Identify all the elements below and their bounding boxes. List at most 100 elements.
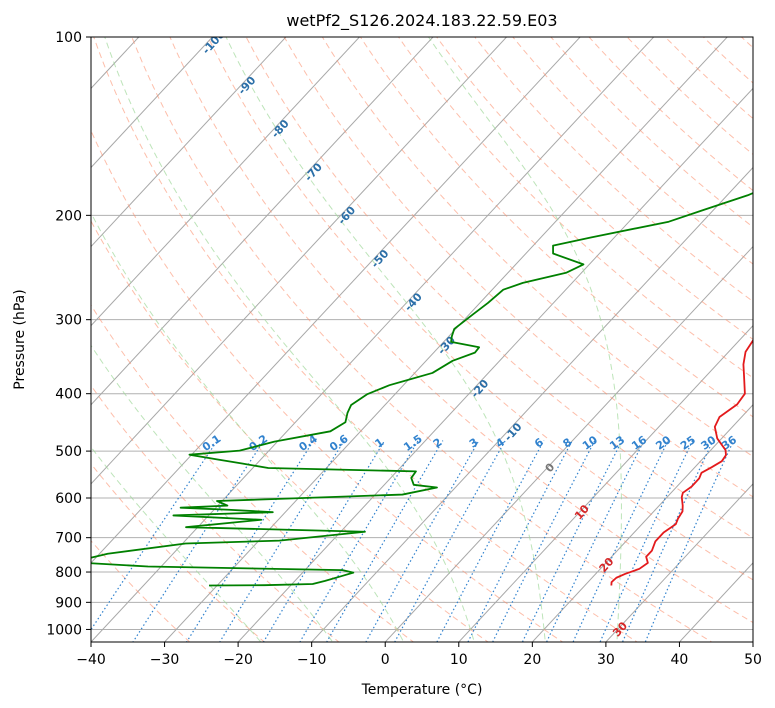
y-tick-label: 300: [55, 313, 82, 329]
y-tick-label: 800: [55, 565, 82, 581]
dry-adiabat: [91, 304, 415, 642]
moist-adiabat: [91, 344, 334, 642]
mixing-ratio-line: [394, 440, 506, 642]
isotherm-gridline: [0, 24, 4, 649]
isotherm-gridline: [752, 641, 753, 642]
dry-adiabat: [207, 37, 753, 581]
chart-title: wetPf2_S126.2024.183.22.59.E03: [286, 11, 557, 31]
plot-frame: [90, 36, 754, 643]
dry-adiabat: [91, 220, 489, 642]
isotherm-gridline: [310, 166, 753, 642]
isotherm-gridline: [458, 324, 753, 642]
isotherm-label: -10: [502, 420, 525, 444]
x-tick-label: 20: [523, 652, 541, 668]
isotherm-gridline: [91, 37, 655, 642]
y-tick-label: 100: [55, 30, 82, 46]
mixing-ratio-label: 2: [431, 436, 445, 451]
mixing-ratio-label: 20: [653, 433, 673, 453]
dry-adiabat: [321, 37, 753, 458]
dry-adiabat: [245, 37, 753, 539]
mixing-ratio-label: 30: [698, 433, 718, 453]
y-tick-label: 200: [55, 208, 82, 224]
y-axis: 1000 900 800 700 600 500 400 300 200 100: [46, 30, 91, 638]
dry-adiabat: [91, 462, 266, 642]
moist-adiabat: [91, 446, 262, 642]
dry-adiabat: [664, 37, 753, 120]
isotherm-gridline: [91, 37, 581, 564]
isotherm-label: -30: [435, 333, 458, 357]
mixing-ratio-line: [644, 440, 735, 642]
isotherm-gridline: [91, 37, 214, 169]
mixing-ratio-label: 6: [532, 435, 546, 450]
y-tick-label: 600: [55, 491, 82, 507]
mixing-ratio-label: 1: [373, 436, 387, 451]
dry-adiabat: [550, 37, 753, 228]
x-tick-label: −20: [223, 652, 253, 668]
y-tick-label: 1000: [46, 622, 82, 638]
isotherm-gridline: [531, 404, 753, 642]
isotherm-label: -50: [369, 247, 392, 271]
isotherm-label: -90: [236, 74, 259, 98]
moist-adiabat: [427, 37, 622, 642]
mixing-ratio-label: 25: [678, 433, 698, 452]
isotherm-gridline: [163, 37, 728, 642]
dry-adiabat: [131, 37, 713, 642]
x-axis: −40 −30 −20 −10 0 10 20 30 40 50: [76, 642, 762, 668]
mixing-ratio-line: [91, 440, 218, 631]
y-axis-label: Pressure (hPa): [12, 289, 28, 389]
mixing-ratio-line: [491, 440, 596, 642]
isotherm-label: -100: [200, 27, 228, 56]
isotherm-label: 40: [628, 679, 648, 699]
mixing-ratio-line: [326, 440, 444, 642]
x-tick-label: −40: [76, 652, 106, 668]
x-tick-label: 30: [597, 652, 615, 668]
mixing-ratio-line: [365, 440, 480, 642]
mixing-ratio-line: [599, 440, 694, 642]
moist-adiabat: [225, 37, 546, 642]
y-tick-label: 500: [55, 444, 82, 460]
x-tick-label: 0: [381, 652, 390, 668]
mixing-ratio-label: 3: [467, 436, 481, 451]
isotherm-gridline: [384, 245, 753, 642]
dry-adiabat: [93, 37, 639, 642]
x-tick-label: 50: [744, 652, 762, 668]
y-tick-label: 700: [55, 531, 82, 547]
temperature-profile-line: [610, 338, 753, 586]
x-tick-label: 40: [671, 652, 689, 668]
dry-adiabat: [702, 37, 753, 84]
dry-adiabat: [283, 37, 753, 498]
dry-adiabat: [436, 37, 753, 340]
mixing-ratio-line: [545, 440, 645, 642]
x-tick-label: −30: [150, 652, 180, 668]
isotherm-gridline: [91, 37, 287, 248]
mixing-ratio-line: [299, 440, 419, 642]
x-tick-label: 10: [450, 652, 468, 668]
dry-adiabat: [91, 384, 340, 642]
moist-adiabat: [91, 211, 405, 642]
dewpoint-profile-line: [91, 192, 753, 587]
dry-adiabat: [512, 37, 753, 265]
x-axis-label: Temperature (°C): [361, 682, 483, 698]
isotherm-label: -20: [468, 377, 491, 401]
isotherm-label: -80: [269, 117, 292, 141]
y-tick-label: 400: [55, 387, 82, 403]
isotherm-gridline: [91, 37, 434, 406]
mixing-ratio-line: [572, 440, 669, 642]
mixing-ratio-label: 8: [561, 436, 575, 451]
y-tick-label: 900: [55, 595, 82, 611]
mixing-ratio-label: 10: [580, 433, 600, 453]
x-tick-label: −10: [297, 652, 327, 668]
mixing-ratio-line: [436, 440, 545, 642]
dry-adiabat: [91, 540, 191, 642]
isotherm-label-zero: 0: [543, 460, 558, 475]
isotherm-label: -70: [302, 160, 325, 184]
isotherm-gridline: [605, 483, 753, 642]
dry-adiabat: [91, 129, 564, 642]
dry-adiabat: [397, 37, 753, 379]
mixing-ratio-line: [219, 440, 345, 642]
mixing-ratio-label: 13: [607, 433, 627, 452]
isotherm-gridline: [91, 37, 508, 485]
mixing-ratio-line: [621, 440, 714, 642]
isotherm-label: 30: [610, 619, 630, 639]
